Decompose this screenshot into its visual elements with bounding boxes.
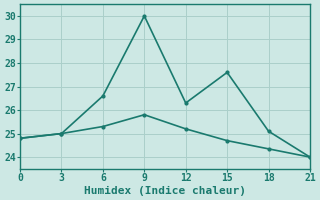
X-axis label: Humidex (Indice chaleur): Humidex (Indice chaleur)	[84, 186, 246, 196]
